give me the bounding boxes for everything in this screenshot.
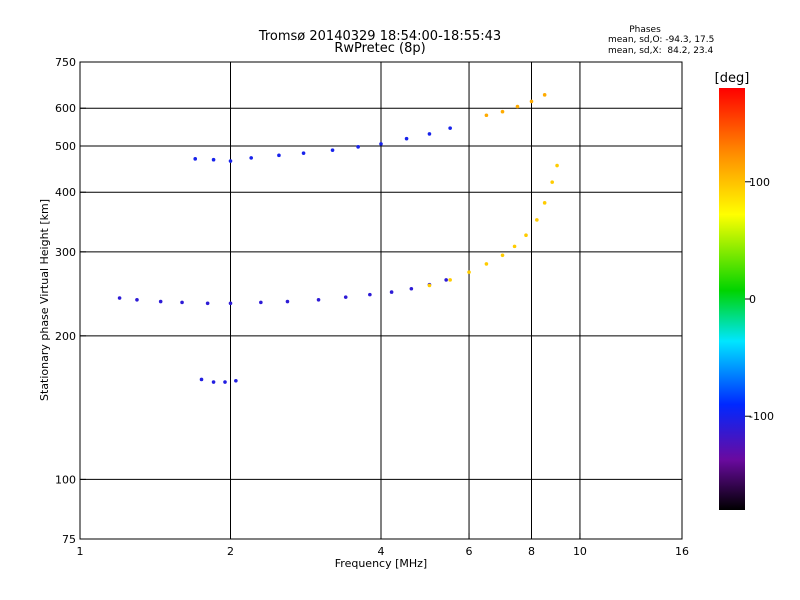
echo-point <box>542 201 547 205</box>
echo-point <box>180 300 184 305</box>
y-tick-label: 400 <box>55 186 76 199</box>
y-tick-label: 500 <box>55 140 76 153</box>
echo-point <box>368 292 372 297</box>
echo-point <box>524 233 528 238</box>
echo-point <box>448 278 452 282</box>
x-tick-label: 8 <box>528 545 535 558</box>
echo-point <box>404 136 409 141</box>
echo-point <box>484 262 489 266</box>
echo-point <box>193 157 198 161</box>
y-tick-label: 750 <box>55 56 76 69</box>
echo-point <box>555 163 559 168</box>
echo-point <box>277 153 281 158</box>
echo-point <box>135 297 139 302</box>
colorbar-tick-label: -100 <box>749 410 774 423</box>
stats-x-line: mean, sd,X: 84.2, 23.4 <box>608 46 714 56</box>
echo-point <box>301 151 306 155</box>
echo-point <box>427 132 432 136</box>
y-tick-label: 75 <box>62 533 76 546</box>
colorbar-ticks: 100 0 -100 <box>745 176 774 423</box>
echo-point <box>500 253 505 258</box>
echo-point <box>389 290 394 294</box>
y-tick-label: 300 <box>55 246 76 259</box>
y-tick-label: 200 <box>55 330 76 343</box>
grid-layer <box>80 62 682 539</box>
echo-point <box>117 296 122 300</box>
echo-point <box>211 380 216 384</box>
x-tick-label: 1 <box>77 545 84 558</box>
x-axis-label: Frequency [MHz] <box>335 557 427 570</box>
echo-point <box>285 299 290 304</box>
echo-point <box>223 380 227 384</box>
echo-point <box>228 159 233 163</box>
chart-subtitle: RwPretec (8p) <box>334 41 425 56</box>
echo-point <box>228 301 233 306</box>
tick-layer: 1 2 4 6 8 10 16 75 100 200 300 400 500 600 750 <box>55 56 689 558</box>
colorbar-tick-label: 0 <box>749 293 756 306</box>
echo-point <box>500 109 505 114</box>
echo-point <box>448 126 452 130</box>
echo-point <box>542 93 547 97</box>
echo-point <box>515 104 520 109</box>
colorbar <box>719 88 745 510</box>
chart-title: Tromsø 20140329 18:54:00-18:55:43 <box>258 29 501 44</box>
echo-point <box>249 156 253 160</box>
echo-point <box>356 145 360 149</box>
echo-point <box>550 180 554 184</box>
stats-title: Phases <box>629 25 661 35</box>
echo-point <box>259 300 263 305</box>
y-tick-label: 600 <box>55 102 76 115</box>
echo-point <box>512 244 517 249</box>
echo-point <box>158 299 163 304</box>
echo-point <box>427 283 432 288</box>
echo-point <box>444 278 448 282</box>
echo-point <box>535 218 539 222</box>
echo-point <box>316 297 321 302</box>
echo-point <box>211 157 216 162</box>
y-axis-label: Stationary phase Virtual Height [km] <box>38 199 51 401</box>
echo-point <box>199 377 204 382</box>
x-tick-label: 6 <box>466 545 473 558</box>
x-tick-label: 10 <box>573 545 587 558</box>
echo-point <box>409 286 414 291</box>
y-tick-label: 100 <box>55 473 76 486</box>
stats-o-line: mean, sd,O: -94.3, 17.5 <box>608 35 714 45</box>
echo-point <box>467 270 471 274</box>
x-tick-label: 4 <box>378 545 385 558</box>
colorbar-label: [deg] <box>715 71 750 86</box>
echo-point <box>343 295 348 299</box>
x-tick-label: 2 <box>227 545 234 558</box>
echo-point <box>484 113 489 118</box>
echo-point <box>529 99 534 104</box>
x-tick-label: 16 <box>675 545 689 558</box>
trace-layer <box>117 93 559 384</box>
colorbar-tick-label: 100 <box>749 176 770 189</box>
echo-point <box>234 378 238 383</box>
echo-point <box>205 301 210 306</box>
echo-point <box>379 142 383 146</box>
echo-point <box>330 148 335 152</box>
